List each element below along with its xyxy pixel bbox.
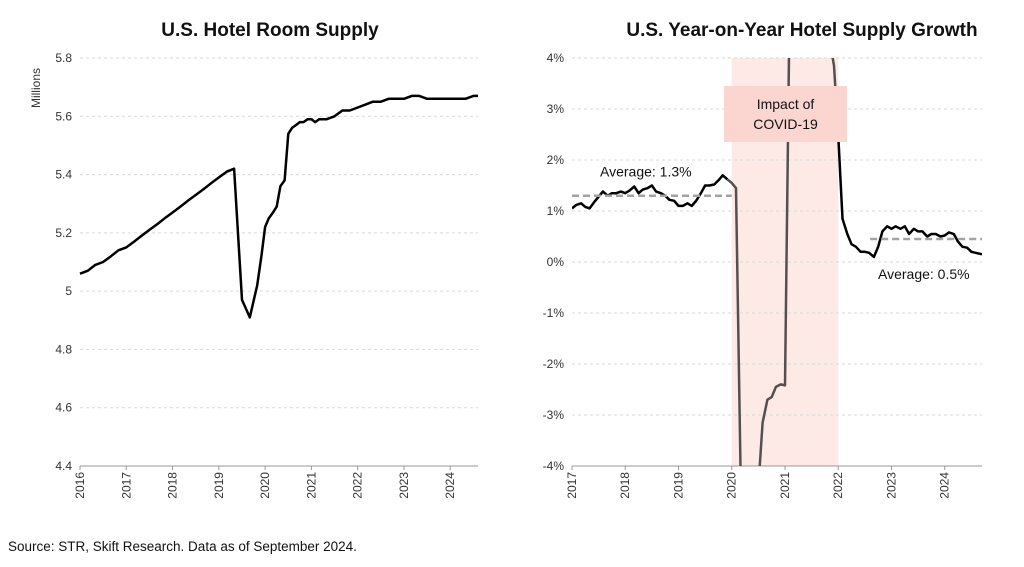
growth-series-line-post <box>836 134 982 259</box>
room-supply-chart: 4.4 4.6 4.8 5 5.2 5.4 5.6 5.8 2016 2017 2018 2019 20… <box>29 51 478 499</box>
supply-xtick-label: 2022 <box>351 472 365 499</box>
growth-plot-area <box>572 58 982 466</box>
growth-xtick-label: 2023 <box>884 472 898 499</box>
covid-label-box <box>724 86 847 142</box>
growth-ytick-label: 3% <box>547 102 565 116</box>
supply-ytick-label: 5.6 <box>55 109 72 123</box>
supply-series-line <box>79 94 478 319</box>
growth-xtick-label: 2021 <box>778 472 792 499</box>
growth-ytick-label: -1% <box>543 306 565 320</box>
supply-xtick-label: 2017 <box>119 472 133 499</box>
covid-label-text: Impact of <box>757 96 815 112</box>
growth-xtick-label: 2019 <box>671 472 685 499</box>
supply-ytick-label: 5.8 <box>55 51 72 65</box>
growth-series-line-pre <box>572 174 729 210</box>
growth-ytick-label: 1% <box>547 204 565 218</box>
supply-ytick-label: 4.8 <box>55 342 72 356</box>
supply-y-axis-label: Millions <box>29 68 43 108</box>
supply-ytick-label: 5.2 <box>55 226 72 240</box>
supply-xtick-label: 2020 <box>258 472 272 499</box>
growth-ytick-label: 4% <box>547 51 565 65</box>
supply-xtick-label: 2019 <box>212 472 226 499</box>
right-chart-title: U.S. Year-on-Year Hotel Supply Growth <box>626 20 978 41</box>
growth-ytick-label: 2% <box>547 153 565 167</box>
supply-xtick-label: 2023 <box>397 472 411 499</box>
supply-ytick-label: 4.4 <box>55 459 72 473</box>
growth-xtick-label: 2017 <box>565 472 579 499</box>
supply-growth-chart: -4% -3% -2% -1% 0% 1% 2% 3% 4% 2017 2018 2019 2020 20… <box>543 51 982 499</box>
supply-ytick-label: 4.6 <box>55 401 72 415</box>
left-chart-title: U.S. Hotel Room Supply <box>161 20 379 41</box>
growth-xtick-label: 2022 <box>831 472 845 499</box>
growth-ytick-label: -3% <box>543 408 565 422</box>
average-label: Average: 1.3% <box>600 164 692 180</box>
supply-xtick-label: 2016 <box>73 472 87 499</box>
growth-xtick-label: 2018 <box>618 472 632 499</box>
growth-ytick-label: 0% <box>547 255 565 269</box>
supply-xtick-label: 2018 <box>166 472 180 499</box>
covid-label-text: COVID-19 <box>753 116 818 132</box>
growth-ytick-label: -4% <box>543 459 565 473</box>
average-label: Average: 0.5% <box>878 266 970 282</box>
supply-xtick-label: 2024 <box>443 472 457 499</box>
growth-series-line-covid <box>726 58 840 466</box>
supply-ytick-label: 5 <box>65 284 72 298</box>
supply-xtick-label: 2021 <box>304 472 318 499</box>
growth-xtick-label: 2024 <box>938 472 952 499</box>
supply-ytick-label: 5.4 <box>55 168 72 182</box>
source-note: Source: STR, Skift Research. Data as of … <box>8 539 357 554</box>
growth-ytick-label: -2% <box>543 357 565 371</box>
growth-xtick-label: 2020 <box>725 472 739 499</box>
